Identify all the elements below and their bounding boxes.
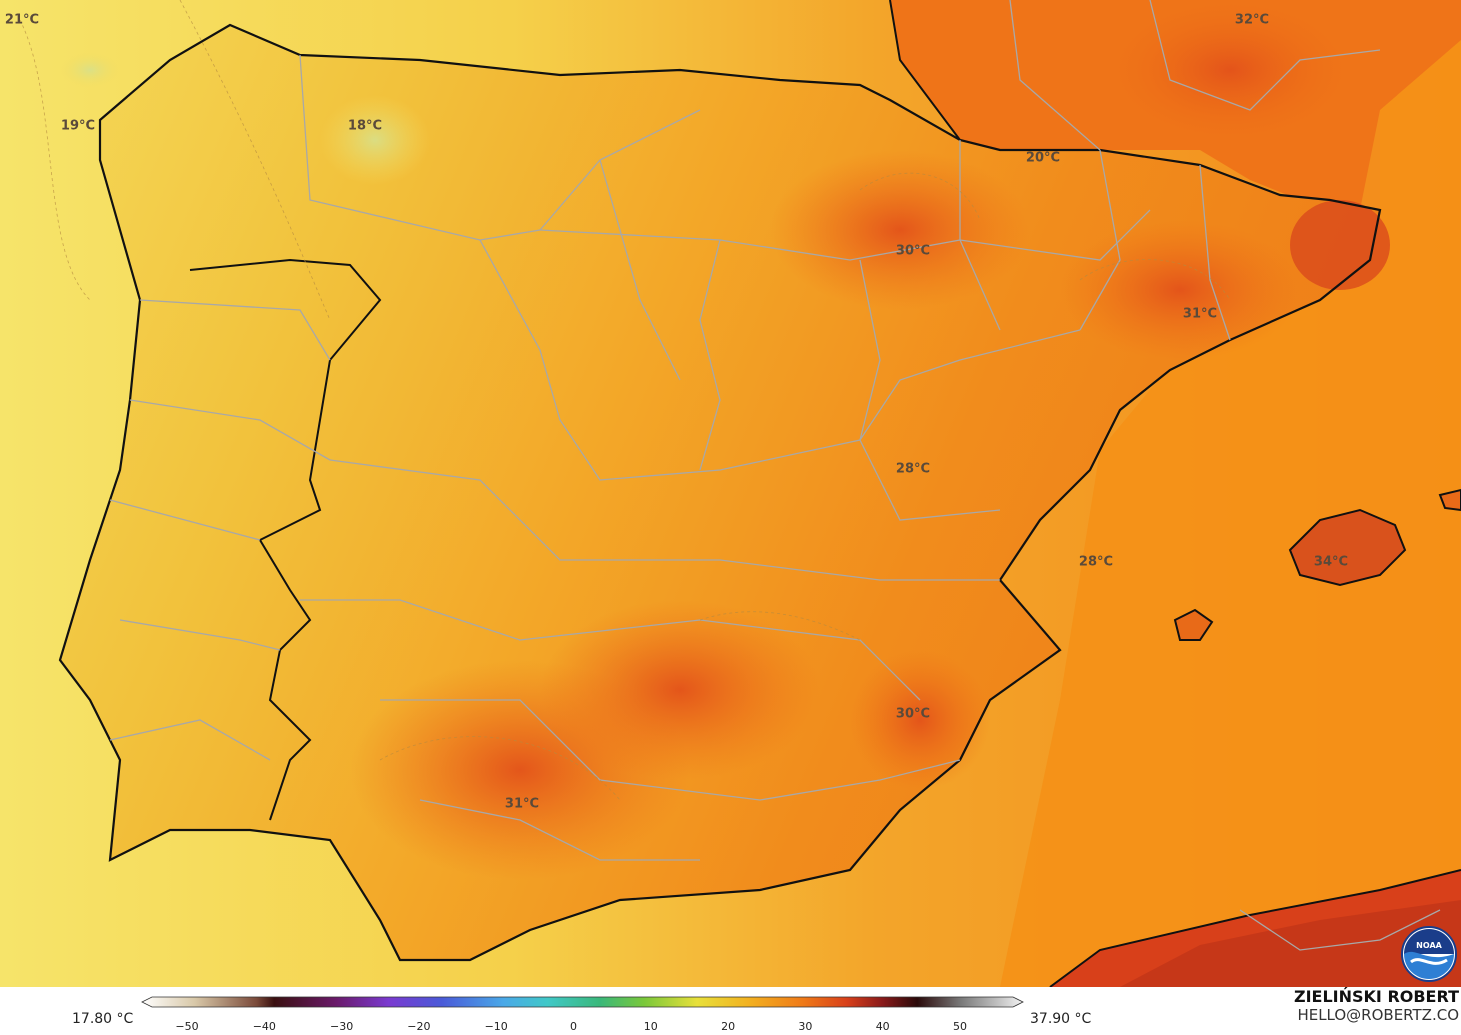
temp-label-france: 32°C	[1234, 12, 1270, 28]
region-borders	[109, 0, 1441, 951]
isotherm-lines	[19, 0, 1231, 801]
legend-bar	[0, 987, 1461, 1035]
temp-label-ebro: 30°C	[895, 243, 931, 259]
author-email: HELLO@ROBERTZ.CO	[1297, 1006, 1459, 1024]
legend-tick-label: −50	[175, 1020, 199, 1033]
legend-tick-label: 30	[798, 1020, 813, 1033]
mediterranean-sea	[900, 0, 1461, 987]
legend-tick-label: 10	[643, 1020, 658, 1033]
legend-min-value: 17.80 °C	[72, 1011, 134, 1027]
africa-coastline	[1049, 869, 1461, 987]
legend-max-value: 37.90 °C	[1030, 1011, 1092, 1027]
legend-tick-label: 50	[953, 1020, 967, 1033]
france-coastline	[889, 0, 961, 141]
temp-label-pyrenees: 20°C	[1025, 150, 1061, 166]
legend-tick-label: −20	[407, 1020, 431, 1033]
color-scale	[141, 996, 1024, 1008]
map-canvas	[0, 0, 1461, 987]
menorca-island	[1438, 488, 1461, 512]
temp-label-mediterranean: 28°C	[1078, 554, 1114, 570]
temp-label-galicia: 19°C	[60, 118, 96, 134]
temp-label-mallorca: 34°C	[1313, 554, 1349, 570]
legend-tick-label: −30	[329, 1020, 354, 1033]
temp-label-cuenca: 28°C	[895, 461, 931, 477]
temp-label-catalonia: 31°C	[1182, 306, 1218, 322]
hot-zone-murcia	[850, 650, 990, 790]
hot-zone-ebro	[770, 150, 1030, 310]
ibiza-island	[1173, 608, 1214, 641]
cool-zone-cantabria	[320, 95, 430, 185]
hot-zone-girona	[1290, 200, 1390, 290]
temp-label-atlantic-nw: 21°C	[4, 12, 40, 28]
cool-zone-galicia	[60, 52, 120, 88]
legend-tick-label: 40	[875, 1020, 890, 1033]
legend-tick-label: 0	[570, 1020, 577, 1033]
coastline	[58, 23, 1382, 962]
temperature-map: 21°C 19°C 18°C 20°C 32°C 30°C 31°C 28°C …	[0, 0, 1461, 987]
hot-zone-france	[1110, 0, 1350, 140]
hot-zone-la-mancha	[540, 600, 820, 780]
temp-label-cantabria: 18°C	[347, 118, 383, 134]
hot-zone-catalonia	[1060, 220, 1300, 360]
legend-tick-label: −10	[484, 1020, 508, 1033]
legend-tick-label: −40	[252, 1020, 276, 1033]
temp-label-murcia: 30°C	[895, 706, 931, 722]
noaa-logo-text: NOAA	[1416, 941, 1442, 950]
mallorca-island	[1288, 508, 1407, 587]
color-scale-bar	[141, 996, 1024, 1008]
legend-tick-label: 20	[721, 1020, 736, 1033]
noaa-logo: NOAA	[1401, 926, 1457, 982]
temp-label-andalusia: 31°C	[504, 796, 540, 812]
portugal-border	[189, 258, 382, 821]
author-credit: ZIELIŃSKI ROBERT	[1293, 987, 1459, 1006]
